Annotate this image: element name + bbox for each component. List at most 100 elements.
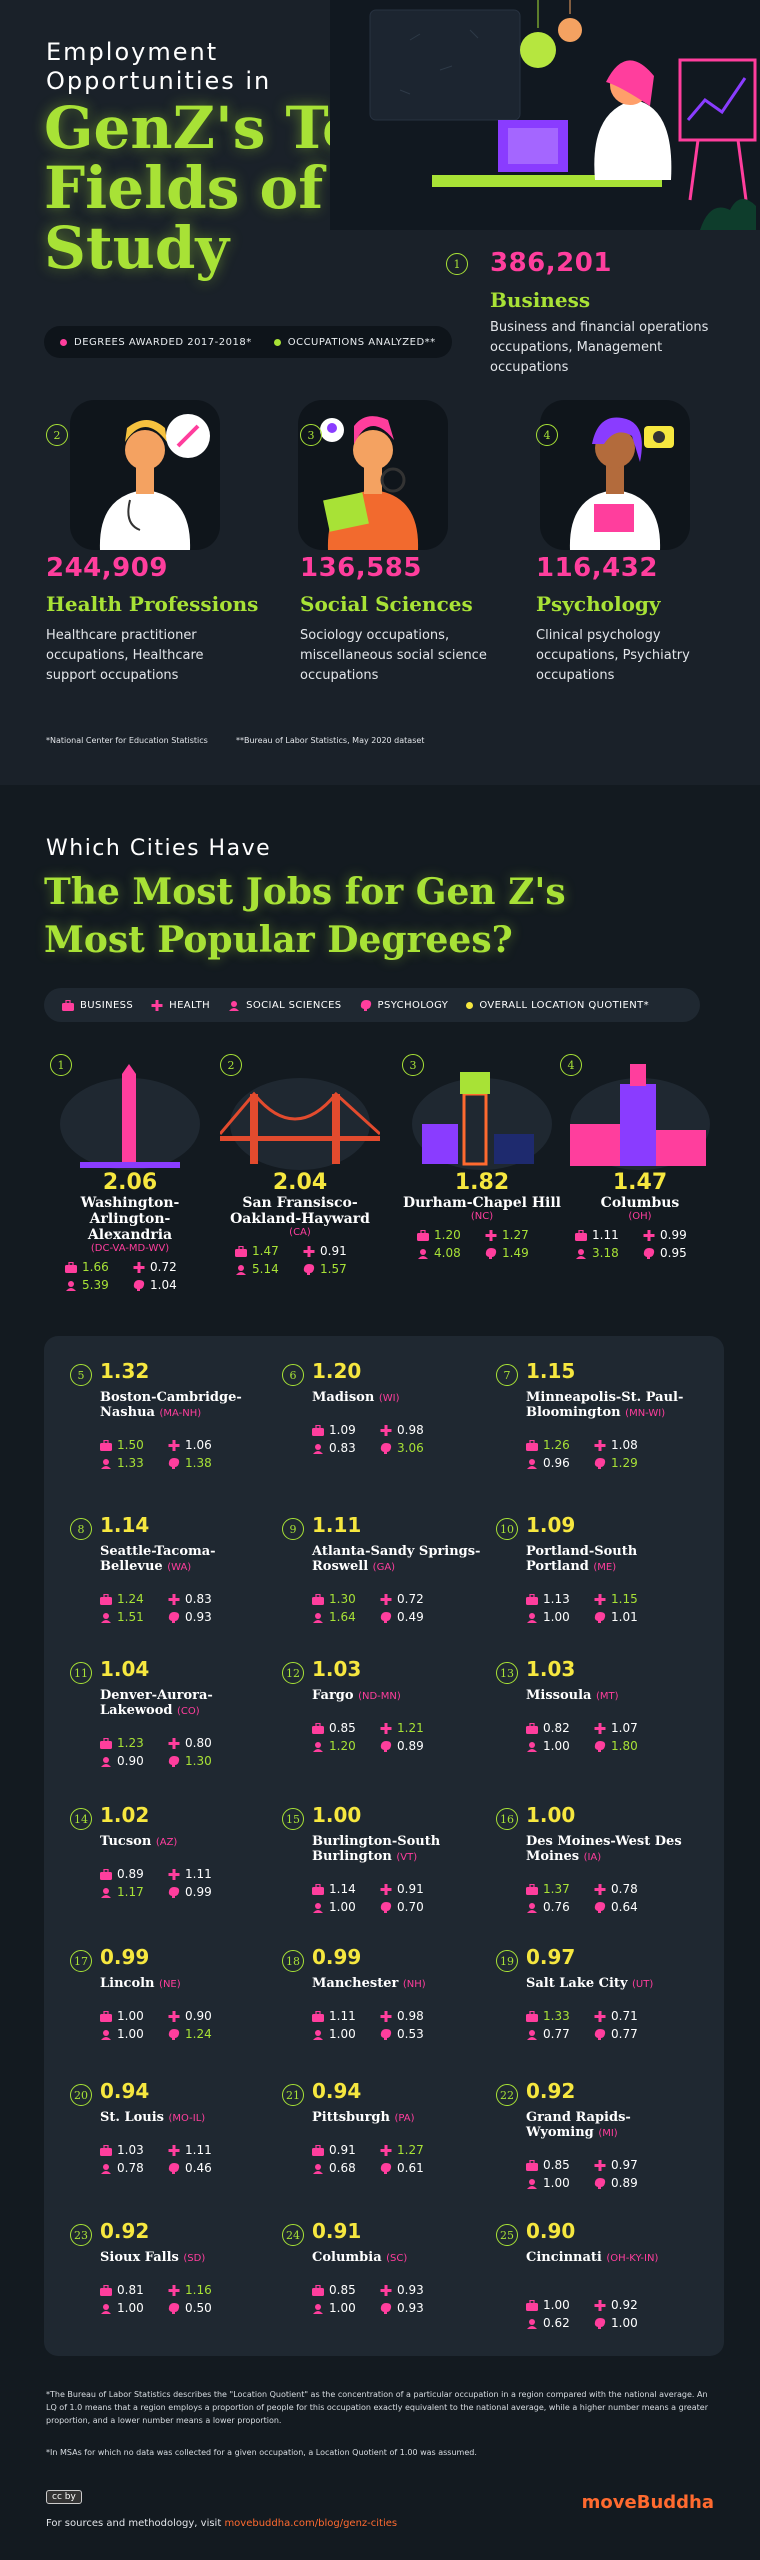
overall-lq: 2.06 <box>102 1170 158 1195</box>
stat-psych: 0.64 <box>594 1900 656 1914</box>
cross-icon <box>594 1883 606 1895</box>
cross-icon <box>168 2284 180 2296</box>
landmark-illustration <box>412 1072 552 1170</box>
stat-business: 1.13 <box>526 1592 588 1606</box>
city-state: (IA) <box>583 1852 602 1863</box>
stat-health: 0.98 <box>380 2009 442 2023</box>
city-rank: 18 <box>282 1950 304 1972</box>
cross-icon <box>594 1593 606 1605</box>
city-state: (UT) <box>632 1979 654 1990</box>
city-name: Seattle-Tacoma-Bellevue (WA) <box>100 1544 270 1575</box>
city-name-text: Columbia <box>312 2250 382 2265</box>
person-icon <box>101 1756 111 1767</box>
stat-social: 1.17 <box>100 1885 162 1899</box>
brain-icon <box>168 1886 180 1898</box>
person-icon <box>101 2163 111 2174</box>
field-count-4: 116,432 <box>536 553 658 583</box>
city-stats: 1.14 0.91 1.00 0.70 <box>312 1882 442 1914</box>
city-state: (WI) <box>378 1393 400 1404</box>
brain-icon <box>380 1740 392 1752</box>
stat-social: 1.00 <box>100 2301 162 2315</box>
brain-icon <box>360 999 371 1011</box>
stat-health: 0.72 <box>133 1260 195 1274</box>
stat-health: 0.98 <box>380 1423 442 1437</box>
stat-business: 0.89 <box>100 1867 162 1881</box>
city-rank: 15 <box>282 1808 304 1830</box>
stat-psych: 1.01 <box>594 1610 656 1624</box>
city-name-text: Sioux Falls <box>100 2250 179 2265</box>
legend-health: HEALTH <box>151 999 210 1011</box>
header-legend: DEGREES AWARDED 2017-2018* OCCUPATIONS A… <box>44 326 452 358</box>
brain-icon <box>168 1457 180 1469</box>
city-stats: 0.85 0.93 1.00 0.93 <box>312 2283 442 2315</box>
cross-icon <box>380 1883 392 1895</box>
stat-psych: 1.80 <box>594 1739 656 1753</box>
stat-health: 0.99 <box>643 1228 705 1242</box>
city-name: Sioux Falls (SD) <box>100 2250 270 2266</box>
brain-icon <box>594 1611 606 1623</box>
stat-psych: 0.93 <box>380 2301 442 2315</box>
briefcase-icon <box>65 1261 77 1273</box>
city-state: (MA-NH) <box>159 1408 202 1419</box>
stat-health: 0.78 <box>594 1882 656 1896</box>
person-icon <box>313 1443 323 1454</box>
stat-social: 5.14 <box>235 1262 297 1276</box>
city-name: Tucson (AZ) <box>100 1834 270 1850</box>
stat-health: 0.91 <box>380 1882 442 1896</box>
stat-business: 1.00 <box>100 2009 162 2023</box>
stat-health: 0.71 <box>594 2009 656 2023</box>
city-rank: 7 <box>496 1364 518 1386</box>
city-name-text: Madison <box>312 1390 375 1405</box>
overall-lq: 0.92 <box>100 2219 150 2243</box>
briefcase-icon <box>312 2144 324 2156</box>
brain-icon <box>594 1457 606 1469</box>
briefcase-icon <box>312 1593 324 1605</box>
person-icon <box>527 1902 537 1913</box>
stat-business: 1.23 <box>100 1736 162 1750</box>
cross-icon <box>380 2284 392 2296</box>
person-icon <box>527 1612 537 1623</box>
briefcase-icon <box>100 1439 112 1451</box>
cross-icon <box>594 2010 606 2022</box>
legend-social: SOCIAL SCIENCES <box>228 1000 341 1011</box>
person-icon <box>101 1612 111 1623</box>
briefcase-icon <box>62 999 74 1011</box>
briefcase-icon <box>526 2159 538 2171</box>
person-icon <box>527 2029 537 2040</box>
overall-lq: 0.94 <box>100 2079 150 2103</box>
cross-icon <box>485 1229 497 1241</box>
stat-health: 0.91 <box>303 1244 365 1258</box>
person-icon <box>313 1612 323 1623</box>
city-name-text: Cincinnati <box>526 2250 602 2265</box>
city-stats: 0.81 1.16 1.00 0.50 <box>100 2283 230 2315</box>
city-state: (OH-KY-IN) <box>606 2253 659 2264</box>
stat-social: 1.64 <box>312 1610 374 1624</box>
city-name-text: Fargo <box>312 1688 354 1703</box>
overall-lq: 0.91 <box>312 2219 362 2243</box>
city-name: Pittsburgh (PA) <box>312 2110 482 2126</box>
overall-lq: 1.15 <box>526 1359 576 1383</box>
city-state: (DC-VA-MD-WV) <box>90 1243 170 1254</box>
city-rank: 5 <box>70 1364 92 1386</box>
city-stats: 1.24 0.83 1.51 0.93 <box>100 1592 230 1624</box>
briefcase-icon <box>575 1229 587 1241</box>
stat-psych: 0.89 <box>380 1739 442 1753</box>
city-rank: 17 <box>70 1950 92 1972</box>
city-rank: 25 <box>496 2224 518 2246</box>
city-rank: 24 <box>282 2224 304 2246</box>
person-icon <box>101 1887 111 1898</box>
cross-icon <box>168 1868 180 1880</box>
city-rank: 3 <box>402 1054 424 1076</box>
city-stats: 1.37 0.78 0.76 0.64 <box>526 1882 656 1914</box>
city-state: (PA) <box>394 2113 415 2124</box>
field-name-3: Social Sciences <box>300 592 473 616</box>
briefcase-icon <box>312 1722 324 1734</box>
city-stats: 1.11 0.99 3.18 0.95 <box>575 1228 705 1260</box>
stat-health: 0.93 <box>380 2283 442 2297</box>
city-name: Columbus <box>600 1195 680 1211</box>
city-state: (MT) <box>595 1691 619 1702</box>
city-rank: 4 <box>560 1054 582 1076</box>
stat-psych: 1.49 <box>485 1246 547 1260</box>
sources-link[interactable]: movebuddha.com/blog/genz-cities <box>224 2518 398 2529</box>
city-name-text: Salt Lake City <box>526 1976 628 1991</box>
